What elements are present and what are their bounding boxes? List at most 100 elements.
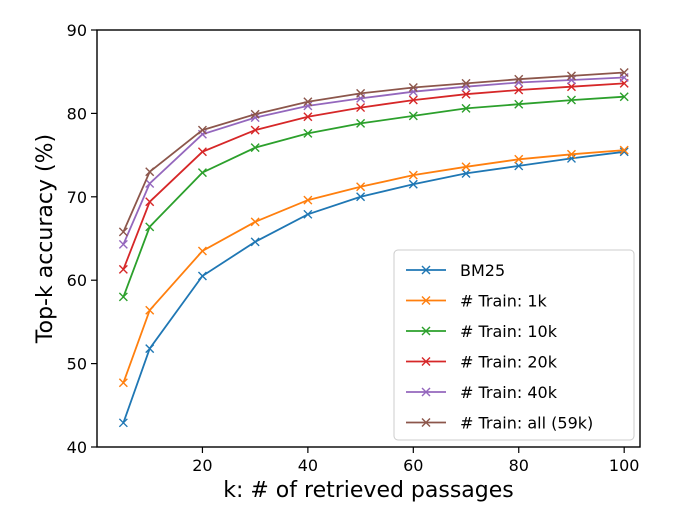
series-1 xyxy=(118,147,629,428)
data-point xyxy=(461,168,471,178)
x-tick-label: 100 xyxy=(609,456,640,475)
data-point xyxy=(408,83,418,93)
data-point xyxy=(619,145,629,155)
data-point xyxy=(421,265,431,275)
data-point xyxy=(197,168,207,178)
data-point xyxy=(619,92,629,102)
data-point xyxy=(421,326,431,336)
legend-item: # Train: 1k xyxy=(406,292,548,311)
data-point xyxy=(566,82,576,92)
y-axis: 40 50 60 70 80 90 xyxy=(67,21,97,457)
y-tick-label: 90 xyxy=(67,21,87,40)
data-point xyxy=(356,103,366,113)
legend-label: # Train: 40k xyxy=(460,383,558,402)
data-point xyxy=(421,296,431,305)
data-point xyxy=(356,182,366,192)
data-point xyxy=(514,74,524,84)
data-point xyxy=(118,418,128,428)
data-point xyxy=(145,222,155,232)
data-point xyxy=(619,68,629,78)
y-tick-label: 80 xyxy=(67,104,87,123)
data-point xyxy=(421,387,431,397)
x-axis: 20 40 60 80 100 xyxy=(192,447,639,475)
y-tick-label: 50 xyxy=(67,355,87,374)
data-point xyxy=(303,112,313,122)
data-point xyxy=(356,88,366,98)
data-point xyxy=(118,264,128,274)
y-tick-label: 70 xyxy=(67,188,87,207)
series-2 xyxy=(118,145,629,388)
legend-box xyxy=(393,249,635,441)
data-point xyxy=(197,147,207,157)
data-point xyxy=(408,87,418,97)
plot-frame xyxy=(96,29,641,448)
series-6 xyxy=(118,68,629,237)
data-point xyxy=(421,418,431,427)
data-point xyxy=(566,95,576,105)
data-point xyxy=(566,75,576,85)
y-tick-label: 60 xyxy=(67,271,87,290)
data-point xyxy=(303,195,313,205)
data-point xyxy=(408,95,418,105)
plot-area xyxy=(118,68,629,428)
data-point xyxy=(356,192,366,202)
data-point xyxy=(145,197,155,207)
data-point xyxy=(250,143,260,153)
data-point xyxy=(514,99,524,109)
data-point xyxy=(514,154,524,164)
data-point xyxy=(250,217,260,227)
data-point xyxy=(303,209,313,219)
data-point xyxy=(408,111,418,121)
data-point xyxy=(421,357,431,366)
x-tick-label: 40 xyxy=(298,456,318,475)
x-axis-label: k: # of retrieved passages xyxy=(223,478,514,503)
legend: BM25 # Train: 1k # Train: 10k # Train: 20k #… xyxy=(393,249,635,441)
data-point xyxy=(145,167,155,177)
series-3 xyxy=(118,92,629,302)
legend-item: # Train: 40k xyxy=(406,383,558,402)
legend-label: # Train: 20k xyxy=(460,353,558,372)
data-point xyxy=(566,149,576,159)
data-point xyxy=(514,85,524,95)
legend-item: # Train: 20k xyxy=(406,353,558,372)
data-point xyxy=(303,97,313,107)
data-point xyxy=(118,239,128,249)
data-point xyxy=(619,147,629,157)
data-point xyxy=(408,170,418,180)
legend-label: # Train: 1k xyxy=(460,292,548,311)
data-point xyxy=(461,78,471,88)
data-point xyxy=(250,109,260,119)
data-point xyxy=(514,161,524,171)
data-point xyxy=(145,305,155,315)
data-point xyxy=(197,246,207,256)
legend-label: BM25 xyxy=(460,261,505,280)
x-tick-label: 20 xyxy=(192,456,212,475)
data-point xyxy=(566,153,576,163)
data-point xyxy=(197,125,207,135)
legend-item: # Train: 10k xyxy=(406,322,558,341)
data-point xyxy=(145,344,155,354)
data-point xyxy=(250,125,260,135)
x-tick-label: 60 xyxy=(403,456,423,475)
series-4 xyxy=(118,78,629,274)
data-point xyxy=(197,271,207,281)
data-point xyxy=(118,378,128,388)
y-axis-label: Top-k accuracy (%) xyxy=(33,134,58,344)
x-tick-label: 80 xyxy=(509,456,529,475)
data-point xyxy=(461,162,471,172)
data-point xyxy=(118,292,128,302)
data-point xyxy=(356,118,366,128)
legend-item: # Train: all (59k) xyxy=(406,414,593,433)
data-point xyxy=(408,179,418,189)
legend-label: # Train: 10k xyxy=(460,322,558,341)
data-point xyxy=(461,103,471,113)
data-point xyxy=(566,71,576,81)
legend-item: BM25 xyxy=(406,261,505,280)
data-point xyxy=(303,128,313,138)
data-point xyxy=(118,227,128,237)
data-point xyxy=(145,178,155,188)
legend-label: # Train: all (59k) xyxy=(460,414,593,433)
y-tick-label: 40 xyxy=(67,438,87,457)
data-point xyxy=(250,237,260,247)
